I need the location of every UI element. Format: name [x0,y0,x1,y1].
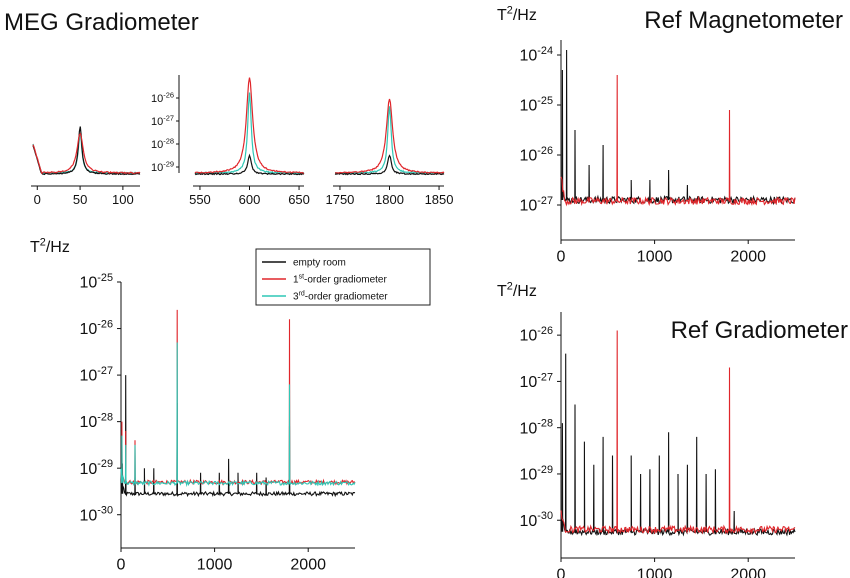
x-tick-label: 0 [557,249,566,266]
meg-main-chart: 10-25 10-26 10-27 10-28 10-29 10-30 0 1000 2000 T… [30,236,431,574]
inset-panels: MEG Gradiometer 0 50 100 550 600 650 10-26 10-27… [4,9,454,207]
inset-series-empty [334,154,445,176]
inset-y-tick-label: 10-28 [151,136,174,151]
y-tick-label: 10-26 [519,325,553,345]
inset-x-tick-label: 600 [239,192,261,207]
y-tick-label: 10-28 [519,418,553,438]
inset-x-tick-label: 1800 [375,192,404,207]
series-line-empty-room [560,353,796,537]
inset-y-tick-label: 10-27 [151,113,174,128]
inset-y-tick-label: 10-29 [151,159,174,174]
x-tick-label: 1000 [637,567,673,578]
panel-title: Ref Gradiometer [671,317,848,344]
inset-x-tick-label: 1750 [325,192,354,207]
inset-x-tick-label: 100 [112,192,134,207]
inset-x-tick-label: 50 [73,192,87,207]
x-tick-label: 2000 [730,567,766,578]
y-axis-unit-label: T2/Hz [30,236,70,256]
ref-magnetometer-chart: 10-24 10-25 10-26 10-27 0 1000 2000 T2/Hz Ref Ma… [497,4,843,265]
inset-series-third [334,106,444,175]
legend-label: empty room [293,258,346,269]
x-tick-label: 0 [117,557,126,574]
inset-series-empty [194,153,305,176]
inset-series-first [32,132,141,175]
y-tick-label: 10-25 [519,95,553,115]
y-tick-label: 10-26 [79,318,113,338]
inset-series-third [32,133,141,175]
inset-x-tick-label: 1850 [425,192,454,207]
inset-x-tick-label: 0 [34,192,41,207]
inset-series-third [194,92,305,175]
series-line-empty-room [560,49,796,206]
y-tick-label: 10-27 [519,371,553,391]
y-axis-unit-label: T2/Hz [497,4,537,24]
x-tick-label: 1000 [197,557,233,574]
y-axis-unit-label: T2/Hz [497,280,537,300]
x-tick-label: 2000 [290,557,326,574]
meg-gradiometer-title: MEG Gradiometer [4,9,199,36]
y-tick-label: 10-28 [79,412,113,432]
inset-series-empty [32,126,141,176]
series-line-1st-order-gradiometer [120,309,356,486]
inset-series-first [335,98,445,174]
y-tick-label: 10-27 [79,365,113,385]
y-tick-label: 10-29 [79,458,113,478]
series-line-3rd-order-gradiometer [120,342,356,488]
y-tick-label: 10-30 [79,505,113,525]
y-tick-label: 10-26 [519,145,553,165]
y-tick-label: 10-30 [519,510,553,530]
y-tick-label: 10-27 [519,195,553,215]
x-tick-label: 0 [557,567,566,578]
panel-title: Ref Magnetometer [644,7,843,34]
inset-y-tick-label: 10-26 [151,90,174,105]
x-tick-label: 1000 [637,249,673,266]
legend-label: 1st-order gradiometer [293,274,387,286]
inset-series-first [194,77,305,174]
ref-gradiometer-chart: 10-26 10-27 10-28 10-29 10-30 0 1000 2000 T2/Hz R… [497,280,848,578]
inset-x-tick-label: 550 [189,192,211,207]
y-tick-label: 10-29 [519,464,553,484]
y-tick-label: 10-25 [79,272,113,292]
x-tick-label: 2000 [730,249,766,266]
series-line-1st-order-gradiometer [560,74,796,207]
legend-label: 3rd-order gradiometer [293,291,388,303]
inset-x-tick-label: 650 [288,192,310,207]
series-line-empty-room [120,375,356,498]
y-tick-label: 10-24 [519,45,553,65]
series-line-1st-order-gradiometer [560,330,796,535]
